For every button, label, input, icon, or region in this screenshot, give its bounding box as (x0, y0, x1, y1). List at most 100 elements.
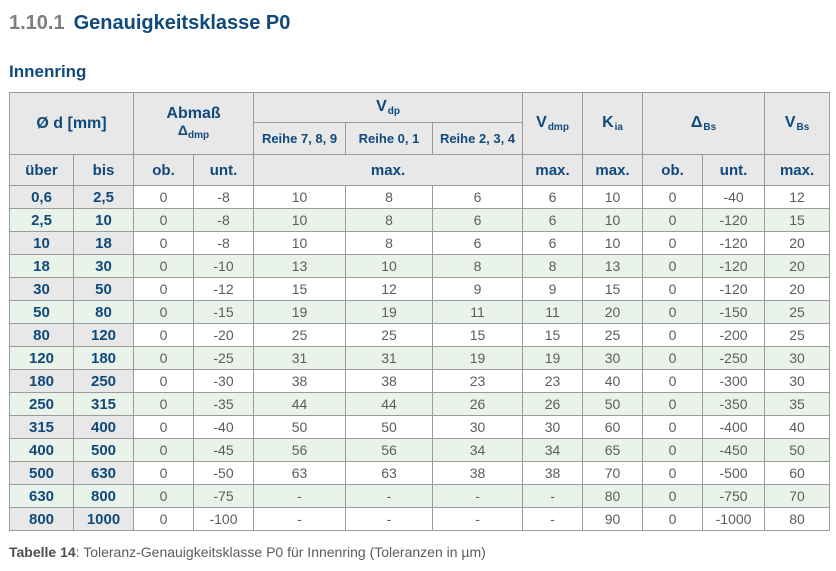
dimension-cell: 250 (73, 369, 134, 393)
header-abmass: Abmaß Δdmp (132, 92, 255, 155)
table-row: 800 1000 0 -100- - - -90 0 -1000 80 (9, 507, 831, 531)
value-cell: 90 (582, 507, 644, 531)
value-cell: -25 (192, 346, 255, 370)
table-row: 10 18 0 -8 10 8 6 6 10 0 -120 20 (9, 231, 831, 255)
value-cell: 25 (764, 323, 831, 347)
value-cell: 20 (764, 254, 831, 278)
value-cell: - (432, 484, 524, 508)
table-row: 250 315 0 -35 44 44 26 26 50 0 -350 35 (9, 392, 831, 416)
value-cell: -50 (192, 461, 255, 485)
dimension-cell: 800 (73, 484, 134, 508)
dimension-cell: 180 (73, 346, 134, 370)
value-cell: 12 (345, 277, 434, 301)
value-cell: - (345, 484, 434, 508)
dimension-cell: 2,5 (73, 185, 134, 209)
value-cell: 8 (345, 231, 434, 255)
value-cell: - (522, 507, 584, 531)
value-cell: 30 (582, 346, 644, 370)
value-cell: 34 (522, 438, 584, 462)
header-reihe-789: Reihe 7, 8, 9 (253, 122, 347, 155)
value-cell: 63 (345, 461, 434, 485)
dimension-cell: 50 (73, 277, 134, 301)
value-cell: -150 (702, 300, 766, 324)
value-cell: 0 (642, 346, 704, 370)
value-cell: 50 (764, 438, 831, 462)
table-row: 120 180 0 -25 31 31 19 19 30 0 -250 30 (9, 346, 831, 370)
value-cell: 80 (582, 484, 644, 508)
value-cell: 0 (133, 369, 194, 393)
value-cell: 13 (582, 254, 644, 278)
value-cell: 38 (522, 461, 584, 485)
value-cell: 20 (764, 231, 831, 255)
value-cell: 35 (764, 392, 831, 416)
value-cell: 65 (582, 438, 644, 462)
value-cell: 10 (253, 185, 347, 209)
header-bis: bis (73, 154, 134, 186)
value-cell: - (253, 484, 347, 508)
table-row: 30 50 0 -12 15 12 9 9 15 0 -120 20 (9, 277, 831, 301)
value-cell: 80 (764, 507, 831, 531)
dimension-cell: 80 (73, 300, 134, 324)
table-row: 180 250 0 -30 38 38 23 23 40 0 -300 30 (9, 369, 831, 393)
value-cell: 6 (432, 231, 524, 255)
value-cell: 50 (345, 415, 434, 439)
value-cell: 15 (582, 277, 644, 301)
value-cell: -8 (192, 231, 255, 255)
dimension-cell: 180 (9, 369, 74, 393)
dimension-cell: 1000 (73, 507, 134, 531)
dimension-cell: 80 (9, 323, 74, 347)
tolerance-table: Ø d [mm] Abmaß Δdmp Vdp Vdmp Kia ΔBs (9, 92, 831, 531)
table-row: 80 120 0 -20 25 25 15 15 25 0 -200 25 (9, 323, 831, 347)
value-cell: 0 (133, 392, 194, 416)
table-caption: Tabelle 14: Toleranz-Genauigkeitsklasse … (9, 544, 828, 561)
value-cell: 0 (133, 415, 194, 439)
value-cell: 0 (642, 484, 704, 508)
dimension-cell: 630 (73, 461, 134, 485)
value-cell: 25 (253, 323, 347, 347)
value-cell: 38 (253, 369, 347, 393)
value-cell: 19 (253, 300, 347, 324)
value-cell: -35 (192, 392, 255, 416)
value-cell: 10 (582, 185, 644, 209)
value-cell: 0 (133, 438, 194, 462)
page-title: 1.10.1 Genauigkeitsklasse P0 (9, 11, 828, 35)
header-diameter: Ø d [mm] (9, 92, 134, 155)
value-cell: -40 (192, 415, 255, 439)
value-cell: 70 (764, 484, 831, 508)
value-cell: 0 (133, 231, 194, 255)
value-cell: 15 (253, 277, 347, 301)
value-cell: 63 (253, 461, 347, 485)
value-cell: 25 (345, 323, 434, 347)
table-row: 400 500 0 -45 56 56 34 34 65 0 -450 50 (9, 438, 831, 462)
header-reihe-234: Reihe 2, 3, 4 (432, 122, 524, 155)
dimension-cell: 30 (73, 254, 134, 278)
table-header: Ø d [mm] Abmaß Δdmp Vdp Vdmp Kia ΔBs (9, 92, 831, 186)
table-row: 18 30 0 -10 13 10 8 8 13 0 -120 20 (9, 254, 831, 278)
value-cell: 15 (764, 208, 831, 232)
dimension-cell: 500 (73, 438, 134, 462)
value-cell: -200 (702, 323, 766, 347)
value-cell: -30 (192, 369, 255, 393)
header-max-vdp: max. (253, 154, 524, 186)
value-cell: 19 (432, 346, 524, 370)
value-cell: -15 (192, 300, 255, 324)
table-row: 500 630 0 -50 63 63 38 38 70 0 -500 60 (9, 461, 831, 485)
value-cell: -1000 (702, 507, 766, 531)
value-cell: 0 (133, 507, 194, 531)
value-cell: -75 (192, 484, 255, 508)
value-cell: 44 (345, 392, 434, 416)
header-ob: ob. (133, 154, 194, 186)
value-cell: 6 (432, 208, 524, 232)
table-row: 630 800 0 -75- - - -80 0 -750 70 (9, 484, 831, 508)
value-cell: 0 (642, 185, 704, 209)
dimension-cell: 18 (9, 254, 74, 278)
value-cell: 10 (345, 254, 434, 278)
value-cell: 31 (345, 346, 434, 370)
value-cell: 9 (432, 277, 524, 301)
value-cell: -120 (702, 277, 766, 301)
value-cell: 10 (582, 208, 644, 232)
value-cell: -120 (702, 208, 766, 232)
value-cell: 31 (253, 346, 347, 370)
header-ob-bs: ob. (642, 154, 704, 186)
dimension-cell: 18 (73, 231, 134, 255)
